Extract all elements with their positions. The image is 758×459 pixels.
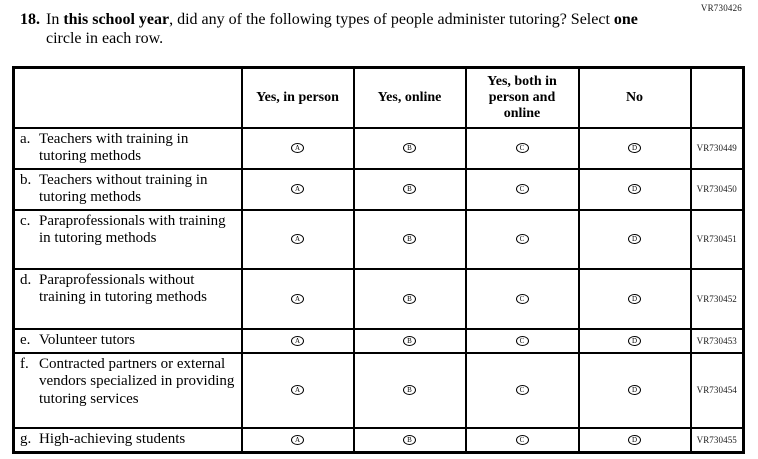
row-label-text: Teachers with training in tutoring metho…: [39, 130, 189, 165]
header-yes-online: Yes, online: [352, 66, 467, 129]
header-yes-both: Yes, both in person and online: [464, 66, 580, 129]
row-label: b. Teachers without training in tutoring …: [12, 167, 243, 211]
question-text-segment: , did any of the following types of peop…: [169, 11, 614, 28]
row-label-text: Volunteer tutors: [39, 331, 135, 348]
answer-bubble-d[interactable]: D: [628, 293, 641, 304]
row-letter: a.: [20, 130, 31, 147]
answer-bubble-c[interactable]: C: [515, 435, 529, 446]
form-code: VR730426: [700, 3, 742, 13]
answer-bubble-a[interactable]: A: [291, 335, 304, 346]
table-row-g: g. High-achieving students A B C D VR7304…: [12, 426, 745, 454]
question-number: 18.: [20, 11, 40, 28]
row-label: f. Contracted partners or external vendor…: [12, 351, 243, 429]
answer-bubble-a[interactable]: A: [291, 184, 304, 195]
table-row-e: e. Volunteer tutors A B C D VR730453: [12, 327, 745, 354]
row-letter: e.: [20, 331, 31, 348]
header-no: No: [577, 66, 692, 129]
answer-bubble-c[interactable]: C: [515, 385, 529, 396]
answer-bubble-b[interactable]: B: [403, 385, 416, 396]
row-label-text: Teachers without training in tutoring me…: [39, 171, 208, 206]
row-label-text: Contracted partners or external vendors …: [39, 355, 235, 407]
answer-bubble-b[interactable]: B: [403, 234, 416, 245]
row-label-text: High-achieving students: [39, 430, 186, 447]
row-letter: g.: [20, 430, 32, 447]
answer-bubble-c[interactable]: C: [515, 234, 529, 245]
table-row-c: c. Paraprofessionals with training in tut…: [12, 208, 745, 270]
answer-bubble-b[interactable]: B: [403, 293, 416, 304]
question-text-segment: one: [613, 11, 638, 28]
row-letter: c.: [20, 212, 31, 229]
table-header-row: Yes, in person Yes, online Yes, both in …: [12, 66, 745, 129]
row-code: VR730455: [689, 426, 745, 454]
answer-bubble-d[interactable]: D: [628, 435, 641, 446]
row-letter: b.: [20, 171, 32, 188]
answer-bubble-d[interactable]: D: [628, 143, 641, 154]
answer-bubble-a[interactable]: A: [291, 435, 304, 446]
answer-bubble-b[interactable]: B: [403, 184, 416, 195]
row-code: VR730454: [689, 351, 745, 429]
table-row-b: b. Teachers without training in tutoring …: [12, 167, 745, 211]
answer-bubble-c[interactable]: C: [515, 184, 529, 195]
answer-bubble-a[interactable]: A: [291, 385, 304, 396]
row-label: a. Teachers with training in tutoring met…: [12, 126, 243, 170]
row-label: d. Paraprofessionals without training in …: [12, 267, 243, 330]
question-block: 18. In this school year, did any of the …: [20, 10, 664, 48]
header-yes-in-person: Yes, in person: [240, 66, 355, 129]
answer-bubble-d[interactable]: D: [628, 234, 641, 245]
table-row-f: f. Contracted partners or external vendor…: [12, 351, 745, 429]
row-letter: d.: [20, 271, 32, 288]
table-row-d: d. Paraprofessionals without training in …: [12, 267, 745, 330]
row-code: VR730452: [689, 267, 745, 330]
row-letter: f.: [20, 355, 29, 372]
question-text-segment: this school year: [63, 11, 170, 28]
answer-bubble-d[interactable]: D: [628, 335, 641, 346]
answer-bubble-b[interactable]: B: [403, 143, 416, 154]
row-code: VR730449: [689, 126, 745, 170]
answer-bubble-c[interactable]: C: [515, 143, 529, 154]
question-text: In this school year, did any of the foll…: [46, 10, 664, 48]
answer-bubble-d[interactable]: D: [628, 184, 641, 195]
answer-bubble-c[interactable]: C: [515, 335, 529, 346]
row-code: VR730450: [689, 167, 745, 211]
header-code: [689, 66, 745, 129]
row-label: g. High-achieving students: [12, 426, 243, 454]
answer-bubble-a[interactable]: A: [291, 234, 304, 245]
row-label-text: Paraprofessionals with training in tutor…: [39, 212, 226, 247]
question-text-segment: In: [46, 11, 64, 28]
answer-bubble-b[interactable]: B: [403, 435, 416, 446]
row-code: VR730451: [689, 208, 745, 270]
answer-bubble-a[interactable]: A: [291, 143, 304, 154]
answer-bubble-b[interactable]: B: [403, 335, 416, 346]
row-code: VR730453: [689, 327, 745, 354]
answer-bubble-d[interactable]: D: [628, 385, 641, 396]
answer-bubble-c[interactable]: C: [515, 293, 529, 304]
row-label: e. Volunteer tutors: [12, 327, 243, 354]
header-row-label: [12, 66, 243, 129]
row-label-text: Paraprofessionals without training in tu…: [39, 271, 207, 306]
table-row-a: a. Teachers with training in tutoring met…: [12, 126, 745, 170]
tutoring-administer-table: Yes, in person Yes, online Yes, both in …: [12, 66, 745, 454]
answer-bubble-a[interactable]: A: [291, 293, 304, 304]
question-text-segment: circle in each row.: [46, 30, 164, 47]
row-label: c. Paraprofessionals with training in tut…: [12, 208, 243, 270]
